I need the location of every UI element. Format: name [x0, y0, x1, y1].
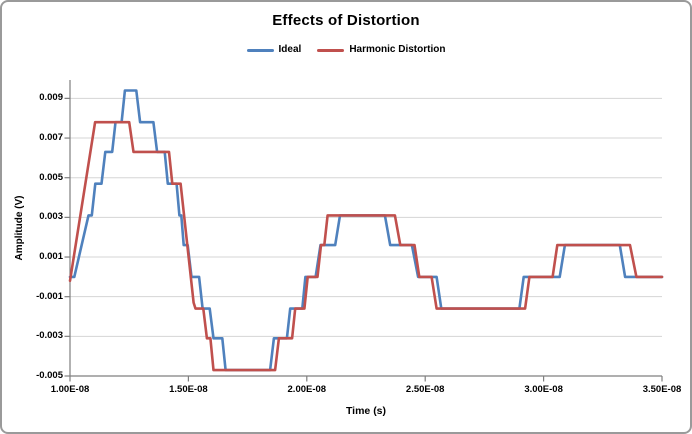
- y-tick-label: -0.001: [36, 290, 63, 302]
- y-tick-label: -0.005: [36, 370, 63, 381]
- y-tick-label: 0.003: [39, 211, 63, 223]
- x-tick-label: 2.00E-08: [287, 384, 327, 395]
- legend: Ideal Harmonic Distortion: [2, 44, 690, 56]
- y-tick-label: 0.005: [39, 171, 63, 183]
- x-tick-label: 1.00E-08: [50, 384, 90, 395]
- legend-label-ideal: Ideal: [278, 44, 302, 55]
- x-tick-label: 3.00E-08: [524, 384, 563, 395]
- chart-title: Effects of Distortion: [272, 12, 420, 29]
- series-line-ideal: [68, 89, 664, 372]
- legend-item-harmonic-distortion: Harmonic Distortion: [317, 44, 445, 56]
- y-tick-label: 0.001: [39, 251, 63, 263]
- series-line-harmonic-distortion: [68, 120, 664, 372]
- legend-label-harmonic-distortion: Harmonic Distortion: [349, 44, 446, 55]
- legend-line-swatch-harmonic-distortion: [317, 48, 345, 52]
- legend-item-ideal: Ideal: [246, 44, 302, 56]
- x-tick-label: 2.50E-08: [405, 384, 445, 395]
- y-tick-label: 0.009: [39, 92, 63, 104]
- y-tick-label: 0.007: [39, 132, 63, 144]
- x-axis-title: Time (s): [345, 405, 387, 417]
- x-tick-label: 3.50E-08: [642, 384, 682, 395]
- y-tick-label: -0.003: [36, 330, 63, 342]
- legend-line-swatch-ideal: [246, 48, 274, 52]
- x-tick-label: 1.50E-08: [169, 384, 208, 395]
